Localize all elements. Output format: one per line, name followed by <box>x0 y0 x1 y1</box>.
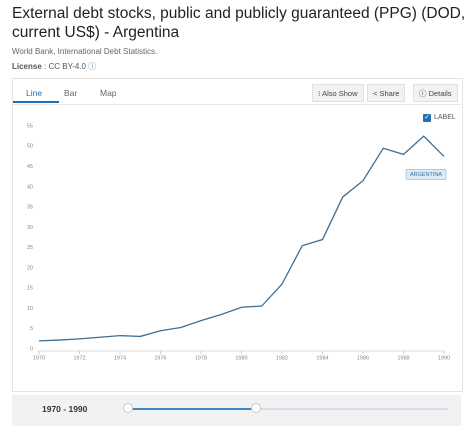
slider-track <box>128 408 448 410</box>
details-button[interactable]: ⓘ Details <box>413 84 458 102</box>
series-label-box <box>405 169 447 180</box>
y-tick-label: 40 <box>27 184 33 190</box>
page-title: External debt stocks, public and publicl… <box>12 5 466 41</box>
x-tick-label: 1988 <box>397 355 409 361</box>
x-tick-label: 1970 <box>33 355 45 361</box>
chart-panel <box>12 78 463 392</box>
license-label: License <box>12 62 42 71</box>
y-tick-label: 35 <box>27 205 33 211</box>
tab-map[interactable]: Map <box>100 88 117 98</box>
tab-underline <box>13 101 59 103</box>
x-tick-label: 1984 <box>316 355 328 361</box>
button-label: Details <box>428 89 452 98</box>
slider-handle[interactable] <box>251 403 261 413</box>
x-tick-label: 1978 <box>195 355 207 361</box>
source: World Bank, International Debt Statistic… <box>12 47 158 56</box>
label-checkbox[interactable]: ✓ <box>423 114 431 122</box>
tab-line[interactable]: Line <box>26 88 43 98</box>
info-icon[interactable]: ⓘ <box>88 62 97 71</box>
y-tick-label: 55 <box>27 123 33 129</box>
y-tick-label: 25 <box>27 245 33 251</box>
x-tick-label: 1986 <box>357 355 369 361</box>
x-tick-label: 1972 <box>73 355 85 361</box>
range-bar <box>12 395 461 426</box>
tab-divider <box>13 104 461 105</box>
slider-fill <box>128 408 256 410</box>
x-tick-label: 1990 <box>438 355 450 361</box>
button-label: Share <box>379 89 400 98</box>
also-show-button[interactable]: ⁝ Also Show <box>312 84 364 102</box>
x-tick-label: 1976 <box>154 355 166 361</box>
range-label: 1970 - 1990 <box>42 404 88 414</box>
x-tick-label: 1980 <box>235 355 247 361</box>
license: License : CC BY-4.0 ⓘ <box>12 61 96 72</box>
y-tick-label: 50 <box>27 144 33 150</box>
y-tick-label: 45 <box>27 164 33 170</box>
y-tick-label: 5 <box>30 326 33 332</box>
y-tick-label: 20 <box>27 265 33 271</box>
share-button[interactable]: < Share <box>367 84 406 102</box>
button-label: Also Show <box>322 89 358 98</box>
x-tick-label: 1982 <box>276 355 288 361</box>
y-tick-label: 30 <box>27 225 33 231</box>
tab-bar[interactable]: Bar <box>64 88 78 98</box>
series-label: ARGENTINA <box>410 172 442 178</box>
x-tick-label: 1974 <box>114 355 126 361</box>
slider-handle[interactable] <box>123 403 133 413</box>
series-line <box>38 135 445 342</box>
y-tick-label: 10 <box>27 306 33 312</box>
y-tick-label: 0 <box>30 346 33 352</box>
license-value: : CC BY-4.0 <box>44 62 86 71</box>
label-toggle: LABEL <box>434 114 456 121</box>
y-tick-label: 15 <box>27 286 33 292</box>
